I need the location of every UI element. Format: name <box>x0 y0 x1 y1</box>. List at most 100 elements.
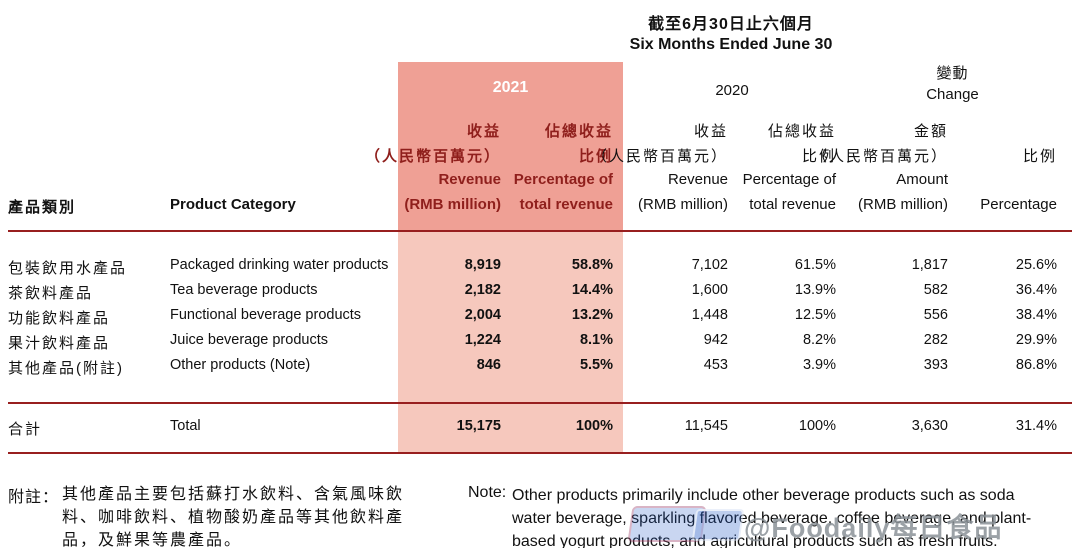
header-change-amount-unit-zh: （人民幣百萬元） <box>811 148 948 165</box>
highlight-2021-header-block <box>398 62 623 230</box>
change-amount: 282 <box>923 332 948 348</box>
change-pct: 36.4% <box>1015 282 1057 298</box>
column-group-change-zh: 變動 <box>936 65 969 82</box>
revenue-2020: 453 <box>703 357 728 373</box>
header-change-pct-en: Percentage <box>980 196 1057 213</box>
pct-2021: 13.2% <box>571 307 613 323</box>
column-group-2021: 2021 <box>492 79 529 96</box>
footnote-text-zh: 其他產品主要包括蘇打水飲料、含氣風味飲 料、咖啡飲料、植物酸奶產品等其他飲料產 … <box>62 483 404 548</box>
change-pct: 86.8% <box>1015 357 1057 373</box>
header-2021-revenue-unit-en: (RMB million) <box>404 196 501 213</box>
revenue-2020: 7,102 <box>691 257 728 273</box>
product-name-zh: 包裝飲用水產品 <box>8 260 128 277</box>
product-category-header-zh: 產品類別 <box>8 199 77 216</box>
pct-2020: 61.5% <box>794 257 836 273</box>
change-amount: 582 <box>923 282 948 298</box>
total-label-zh: 合計 <box>8 421 43 438</box>
header-2021-pct2-en: total revenue <box>519 196 613 213</box>
total-bottom-rule <box>8 452 1072 454</box>
revenue-2021: 8,919 <box>464 257 501 273</box>
product-name-en: Packaged drinking water products <box>170 257 389 273</box>
header-2020-pct2-zh: 比例 <box>801 148 836 165</box>
header-2020-revenue-zh: 收益 <box>693 123 728 140</box>
change-amount: 1,817 <box>911 257 948 273</box>
product-name-zh: 其他產品(附註) <box>8 360 124 377</box>
revenue-2020: 1,448 <box>691 307 728 323</box>
total-row: 合計 Total 15,175 100% 11,545 100% 3,630 3… <box>0 418 1080 442</box>
total-change-pct: 31.4% <box>1015 418 1057 434</box>
watermark-text: @Foodaily每日食品 <box>744 513 1003 543</box>
revenue-2021: 2,182 <box>464 282 501 298</box>
product-name-en: Functional beverage products <box>170 307 362 323</box>
change-pct: 25.6% <box>1015 257 1057 273</box>
header-change-amount-unit-en: (RMB million) <box>858 196 948 213</box>
change-amount: 393 <box>923 357 948 373</box>
product-category-header-en: Product Category <box>170 196 296 213</box>
header-2021-revenue-unit-zh: （人民幣百萬元） <box>364 148 501 165</box>
footnote-zh-line: 其他產品主要包括蘇打水飲料、含氣風味飲 <box>62 486 405 503</box>
header-2021-pct-zh: 佔總收益 <box>544 123 613 140</box>
total-pct-2021: 100% <box>575 418 613 434</box>
revenue-2020: 942 <box>703 332 728 348</box>
total-revenue-2021: 15,175 <box>456 418 501 434</box>
header-change-pct-zh: 比例 <box>1022 148 1057 165</box>
total-revenue-2020: 11,545 <box>684 418 728 434</box>
product-name-zh: 果汁飲料產品 <box>8 335 111 352</box>
table-row: 果汁飲料產品 Juice beverage products 1,224 8.1… <box>0 332 1080 356</box>
period-title-zh: 截至6月30日止六個月 <box>648 16 814 33</box>
header-divider-rule <box>8 230 1072 232</box>
product-name-zh: 功能飲料產品 <box>8 310 111 327</box>
total-label-en: Total <box>170 418 201 434</box>
product-name-en: Juice beverage products <box>170 332 328 348</box>
footnote-zh-line: 品，及鮮果等農產品。 <box>62 532 243 548</box>
watermark-logo-shape <box>691 509 745 541</box>
change-pct: 38.4% <box>1015 307 1057 323</box>
header-2020-pct-en: Percentage of <box>742 171 836 188</box>
header-2020-revenue-unit-zh: （人民幣百萬元） <box>591 148 728 165</box>
table-row: 茶飲料產品 Tea beverage products 2,182 14.4% … <box>0 282 1080 306</box>
revenue-2021: 2,004 <box>464 307 501 323</box>
header-2020-pct-zh: 佔總收益 <box>767 123 836 140</box>
pct-2020: 3.9% <box>802 357 836 373</box>
pct-2021: 8.1% <box>579 332 613 348</box>
footnote-label-en: Note: <box>468 484 507 501</box>
highlight-2021-body-block <box>398 232 623 454</box>
header-2021-pct-en: Percentage of <box>513 171 613 188</box>
total-change-amount: 3,630 <box>911 418 948 434</box>
pct-2021: 14.4% <box>571 282 613 298</box>
product-name-en: Tea beverage products <box>170 282 318 298</box>
footnote-text-en: Other products primarily include other b… <box>512 484 1031 548</box>
product-name-zh: 茶飲料產品 <box>8 285 94 302</box>
pct-2020: 12.5% <box>794 307 836 323</box>
change-amount: 556 <box>923 307 948 323</box>
footnote-en-line: water beverage, sparkling flavored bever… <box>512 510 1032 527</box>
column-group-change-en: Change <box>926 86 979 103</box>
revenue-2021: 846 <box>476 357 501 373</box>
header-2021-pct2-zh: 比例 <box>578 148 613 165</box>
pct-2020: 13.9% <box>794 282 836 298</box>
pct-2021: 5.5% <box>579 357 613 373</box>
period-title-en: Six Months Ended June 30 <box>629 36 833 53</box>
header-2020-pct2-en: total revenue <box>749 196 836 213</box>
total-top-rule <box>8 402 1072 404</box>
table-row: 其他產品(附註) Other products (Note) 846 5.5% … <box>0 357 1080 381</box>
product-name-en: Other products (Note) <box>170 357 311 373</box>
table-row: 包裝飲用水產品 Packaged drinking water products… <box>0 257 1080 281</box>
pct-2020: 8.2% <box>802 332 836 348</box>
footnote-en-line: based yogurt products, and agricultural … <box>512 533 998 548</box>
header-2020-revenue-unit-en: (RMB million) <box>638 196 728 213</box>
revenue-2021: 1,224 <box>464 332 501 348</box>
header-2021-revenue-en: Revenue <box>438 171 501 188</box>
footnote-en-line: Other products primarily include other b… <box>512 487 1015 504</box>
footnote-label-zh: 附註： <box>8 489 60 506</box>
header-2020-revenue-en: Revenue <box>667 171 728 188</box>
footnote-zh-line: 料、咖啡飲料、植物酸奶產品等其他飲料產 <box>62 509 405 526</box>
change-pct: 29.9% <box>1015 332 1057 348</box>
total-pct-2020: 100% <box>798 418 836 434</box>
pct-2021: 58.8% <box>571 257 613 273</box>
column-group-2020: 2020 <box>715 82 749 99</box>
watermark-logo <box>627 503 746 542</box>
header-change-amount-en: Amount <box>896 171 948 188</box>
header-2021-revenue-zh: 收益 <box>466 123 501 140</box>
